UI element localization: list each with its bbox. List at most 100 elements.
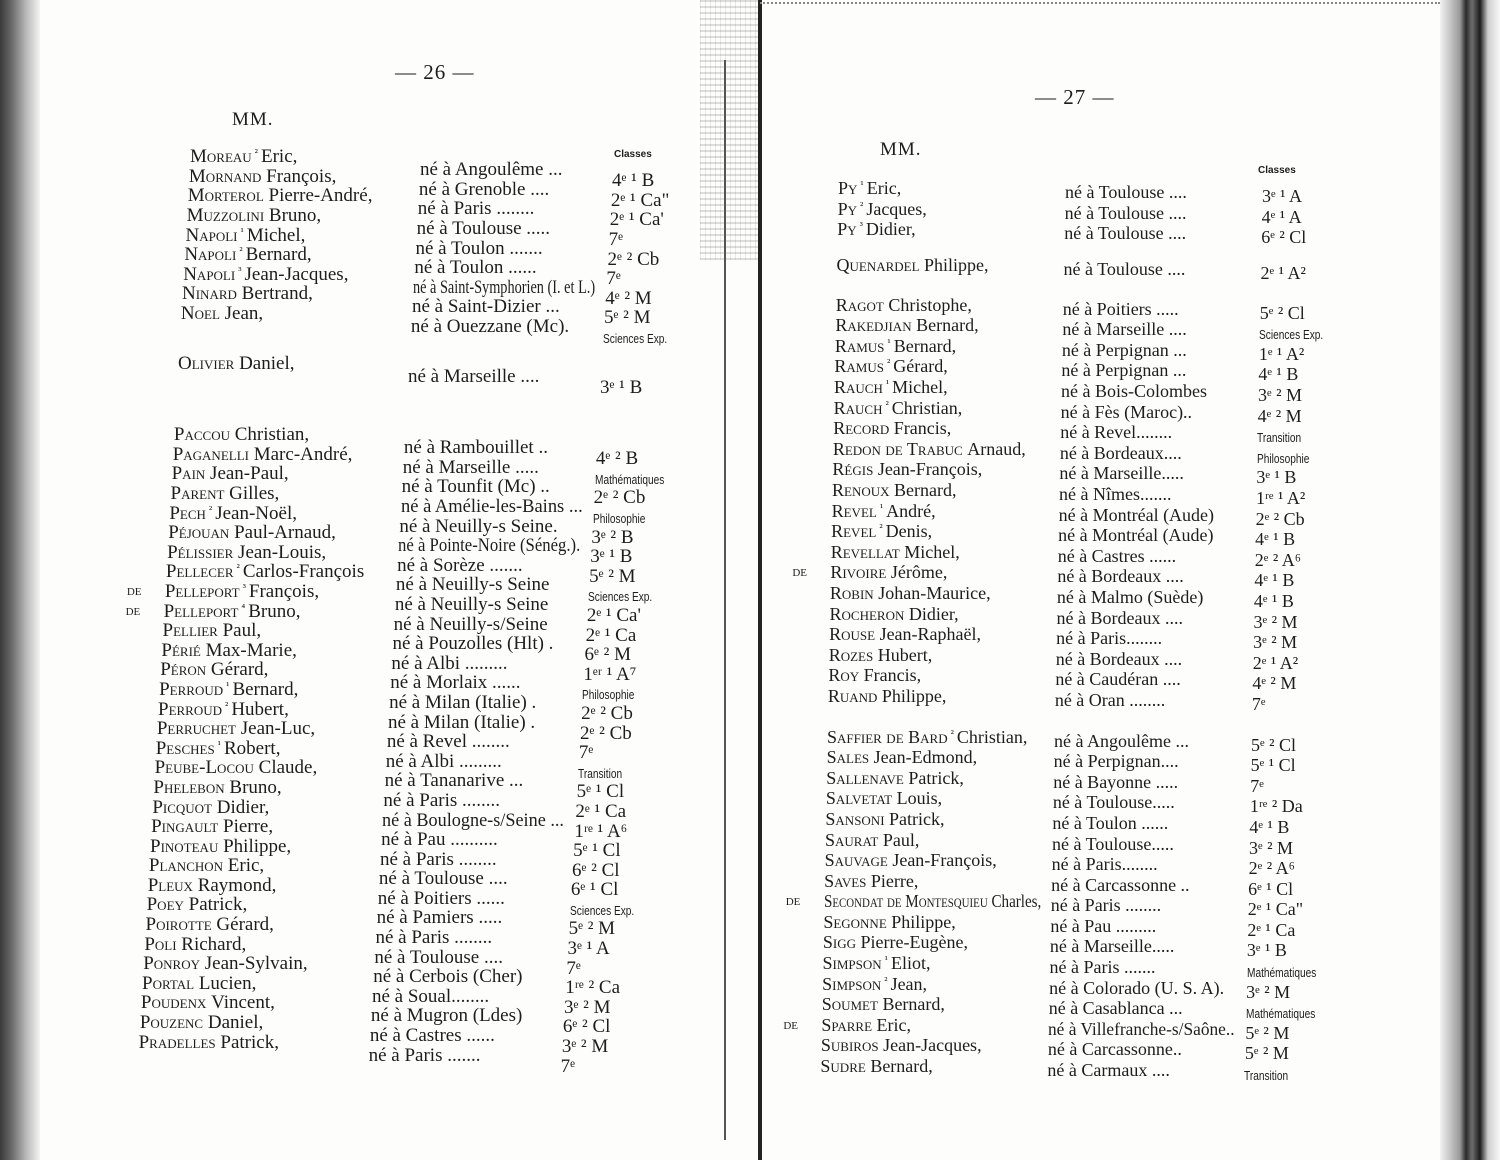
surname: Pouzenc: [139, 1012, 204, 1034]
student-entry: Saurat Paul, né à Toulouse..... 3ᵉ ² M: [825, 829, 1342, 857]
student-name: Ponroy Jean-Sylvain,: [143, 954, 307, 973]
birthplace: né à Toulouse .....: [416, 218, 551, 240]
student-name: Olivier Daniel,: [178, 354, 294, 373]
given-name: Louis,: [896, 788, 943, 809]
name-particle: de: [125, 602, 141, 620]
sibling-number: ¹: [879, 501, 884, 514]
student-name: Sigg Pierre-Eugène,: [823, 933, 968, 951]
student-name: Rocheron Didier,: [830, 605, 959, 623]
given-name: Max-Marie,: [205, 639, 297, 661]
sibling-number: ³: [242, 581, 246, 594]
given-name: Christophe,: [888, 294, 972, 315]
scan-left-edge: [0, 0, 40, 1160]
page-number-right: — 27 —: [1035, 85, 1115, 109]
student-name: Peube-Locou Claude,: [155, 758, 318, 777]
student-entry: Revel ¹ André, né à Montréal (Aude) 2ᵉ ² Cb: [832, 500, 1342, 528]
surname: Revellat: [830, 541, 900, 562]
class-level: 7ᵉ: [608, 229, 623, 251]
right-page-list: Py ¹ Eric, né à Toulouse .... 3ᵉ ¹ A Py ² Jacqu…: [783, 178, 1342, 1083]
sibling-number: ⁴: [241, 601, 246, 614]
birthplace: né à Toulouse ....: [1065, 182, 1187, 203]
birthplace: né à Sorèze .......: [397, 554, 523, 576]
sibling-number: ¹: [887, 336, 891, 349]
surname: Soumet: [821, 994, 878, 1015]
student-entry: Rouse Jean-Raphaël, né à Paris........ 3ᵉ …: [829, 624, 1342, 651]
surname: Sudre: [820, 1056, 866, 1077]
student-name: Py ¹ Eric,: [838, 179, 901, 197]
student-entry: Ponroy Jean-Sylvain, né à Cerbois (Cher) 1…: [143, 954, 685, 997]
class-level: 3ᵉ ¹ B: [1256, 467, 1297, 488]
class-level: 2ᵉ ² Cb: [593, 487, 646, 509]
sibling-number: ²: [860, 199, 864, 212]
class-level: 5ᵉ ² M: [568, 918, 616, 940]
birthplace: né à Nîmes.......: [1059, 484, 1172, 505]
birthplace: né à Carmaux ....: [1047, 1060, 1170, 1081]
birthplace: né à Angoulême ...: [420, 159, 563, 181]
class-level: 7ᵉ: [560, 1055, 575, 1077]
entry-section: Quenardel Philippe, né à Toulouse .... 2ᵉ …: [837, 255, 1342, 282]
class-level: 4ᵉ ¹ B: [1249, 816, 1290, 837]
student-name: Ninard Bertrand,: [182, 284, 313, 303]
surname: Péron: [160, 659, 207, 681]
entry-section: Saffier de Bard ² Christian, né à Angoulême…: [783, 726, 1342, 1083]
student-name: Py ³ Didier,: [837, 220, 915, 238]
surname: Mornand: [188, 165, 262, 187]
surname: Redon de Trabuc: [832, 438, 963, 459]
sibling-number: ¹: [217, 738, 221, 751]
birthplace: né à Paris .......: [368, 1044, 481, 1066]
student-name: Napoli ³ Jean-Jacques,: [183, 265, 348, 284]
student-entry: Ramus ¹ Bernard, né à Perpignan ... 1ᵉ ¹ A²: [835, 336, 1342, 363]
student-name: Revel ¹ André,: [832, 502, 936, 520]
class-level: Sciences Exp.: [1259, 327, 1324, 343]
student-entry: Poli Richard, né à Toulouse .... 7ᵉ: [144, 934, 685, 978]
sibling-number: ³: [238, 264, 242, 277]
student-entry: Poirotte Gérard, né à Paris ........ 3ᵉ ¹ …: [146, 915, 686, 958]
surname: Py: [837, 219, 857, 240]
student-name: Mornand François,: [189, 167, 336, 186]
given-name: Eric,: [876, 1014, 912, 1035]
student-name: Simpson ¹ Eliot,: [823, 954, 931, 972]
surname: Saurat: [825, 829, 879, 850]
student-entry: Saves Pierre, né à Carcassonne .. 6ᵉ ¹ Cl: [824, 870, 1342, 898]
birthplace: né à Caudéran ....: [1055, 669, 1181, 690]
class-level: 2ᵉ ¹ A²: [1260, 263, 1306, 284]
student-entry: Ragot Christophe, né à Poitiers ..... 5ᵉ ²…: [836, 294, 1342, 322]
birthplace: né à Villefranche-s/Saône..: [1048, 1018, 1235, 1039]
birthplace: né à Malmo (Suède): [1056, 586, 1204, 607]
student-name: Régis Jean-François,: [832, 460, 982, 478]
birthplace: né à Bordeaux ....: [1057, 566, 1184, 587]
given-name: Jean,: [224, 303, 264, 325]
sibling-number: ²: [236, 562, 240, 575]
given-name: Pierre-Eugène,: [860, 932, 968, 953]
student-name: Planchon Eric,: [149, 856, 264, 875]
student-name: Pech ² Jean-Noël,: [169, 504, 297, 523]
student-name: Perroud ² Hubert,: [158, 700, 289, 719]
student-entry: de Sparre Eric, né à Villefranche-s/Saône.…: [783, 1015, 1341, 1042]
student-name: Secondat de Montesquieu Charles,: [824, 892, 1041, 910]
student-name: Pradelles Patrick,: [139, 1033, 279, 1052]
student-name: Sparre Eric,: [821, 1016, 911, 1034]
class-level: 2ᵉ ¹ Ca": [610, 189, 670, 211]
given-name: Denis,: [885, 521, 933, 542]
surname: Paccou: [173, 424, 230, 446]
student-name: Sales Jean-Edmond,: [827, 748, 978, 766]
given-name: Gilles,: [229, 483, 280, 505]
student-entry: Rocheron Didier, né à Bordeaux .... 3ᵉ ² M: [830, 603, 1342, 631]
class-level: 2ᵉ ¹ Ca': [609, 209, 664, 231]
student-entry: Pesches ¹ Robert, né à Albi ......... Transi…: [156, 738, 686, 780]
surname: Renoux: [832, 480, 890, 501]
birthplace: né à Albi .........: [385, 750, 502, 772]
class-level: 1ʳᵉ ¹ A⁶: [574, 820, 628, 842]
student-name: Roy Francis,: [828, 666, 921, 684]
surname: Sigg: [822, 932, 857, 953]
surname: Robin: [829, 582, 874, 603]
class-level: 3ᵉ ¹ A: [1262, 186, 1303, 207]
student-name: Record Francis,: [833, 419, 951, 437]
given-name: Gérard,: [893, 356, 948, 377]
class-level: 2ᵉ ² A⁶: [1248, 858, 1295, 879]
birthplace: né à Bordeaux ....: [1055, 648, 1183, 669]
class-level: 7ᵉ: [1251, 693, 1266, 714]
given-name: Gérard,: [210, 659, 269, 681]
class-level: 7ᵉ: [1250, 775, 1264, 796]
given-name: François,: [266, 165, 337, 187]
